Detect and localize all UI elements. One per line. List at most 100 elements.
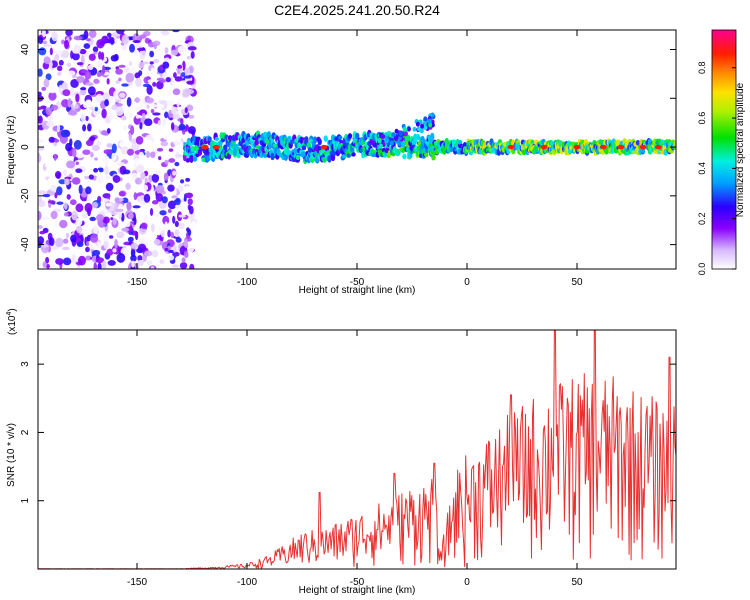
spectrogram-cell [75, 203, 84, 213]
colorbar-tick-label: 0.8 [697, 61, 707, 74]
spectrogram-cell [133, 97, 141, 103]
spectrogram-cell [158, 100, 167, 104]
spectrogram-cell [137, 255, 143, 262]
snr-x-axis: -150 -100 -50 0 50 [127, 330, 583, 588]
spectrogram-cell [111, 66, 115, 72]
spectrogram-cell [162, 215, 170, 225]
spectrogram-cell [71, 177, 81, 185]
spectrogram-cell [123, 125, 127, 131]
spectrogram-cell [76, 75, 85, 83]
spectrogram-cell [149, 207, 154, 216]
spectrogram-cell [38, 142, 42, 147]
spectrogram-cell [54, 192, 58, 199]
spectrogram-cell [130, 254, 137, 262]
spectrogram-cell [105, 182, 114, 192]
spectrogram-cell [111, 104, 118, 111]
spectrogram-cell [86, 241, 90, 247]
spectrogram-cell [50, 210, 58, 220]
spectrogram-peak [599, 144, 607, 150]
spectrogram-cell [140, 172, 146, 180]
spectrogram-cell [146, 104, 150, 109]
spectrogram-cell [92, 201, 99, 209]
spectrogram-cell [185, 185, 189, 193]
spectrogram-cell [129, 113, 134, 118]
spectrogram-cell [38, 196, 42, 203]
spectrogram-cell [160, 229, 166, 238]
spectrogram-cell [76, 62, 84, 66]
spectrogram-cell [62, 246, 70, 251]
spectrogram-cell [175, 237, 182, 243]
spectrogram-cell [155, 212, 160, 218]
spectrogram-cell [422, 120, 427, 126]
spectrogram-cell [38, 210, 42, 221]
spectrogram-cell [139, 122, 143, 130]
spectrogram-cell [126, 97, 132, 107]
spectrogram-cell [162, 61, 170, 69]
spectrogram-cell [97, 262, 102, 269]
spectrogram-cell [106, 248, 114, 256]
spectrogram-cell [86, 197, 91, 202]
spectrogram-cell [91, 144, 100, 152]
spectrogram-cell [184, 107, 188, 114]
spectrogram-cell [151, 200, 159, 205]
spectrogram-cell [97, 59, 104, 68]
spectrogram-cell [151, 223, 155, 233]
spectrogram-cell [163, 172, 169, 181]
spectrogram-cell [402, 153, 407, 160]
spectrogram-cell [95, 114, 104, 119]
y-tick-label: 40 [20, 44, 31, 56]
spectrogram-cell [402, 126, 407, 132]
y-tick-label: 20 [20, 92, 31, 104]
spectrogram-cell [105, 202, 112, 207]
spectrogram-cell [174, 204, 182, 209]
spectrogram-cell [304, 136, 309, 144]
spectrogram-cell [89, 30, 97, 39]
spectrogram-cell [56, 65, 63, 72]
spectrogram-cell [172, 170, 177, 176]
spectrogram-cell [67, 110, 77, 116]
spectrogram-cell [139, 49, 146, 60]
spectrogram-cell [110, 54, 118, 62]
spectrogram-cell [168, 158, 176, 163]
spectrogram-cell [140, 184, 149, 192]
spectrogram-cell [114, 197, 120, 203]
spectrogram-cell [62, 89, 71, 97]
spectrogram-cell [126, 148, 135, 156]
spectrogram-cell [110, 47, 114, 52]
spectrogram-cell [96, 72, 102, 77]
spectrogram-x-label: Height of straight line (km) [299, 285, 416, 296]
spectrogram-cell [160, 141, 169, 147]
spectrogram-cell [150, 266, 155, 269]
spectrogram-cell [187, 46, 197, 51]
spectrogram-cell [66, 160, 76, 169]
spectrogram-cell [183, 75, 192, 79]
spectrogram-cell [100, 51, 105, 61]
spectrogram-cell [42, 261, 47, 269]
spectrogram-cell [183, 250, 189, 259]
spectrogram-cell [83, 43, 91, 49]
colorbar-tick-label: 0.0 [697, 263, 707, 276]
spectrogram-cell [80, 114, 86, 122]
x-tick-label: -50 [350, 277, 365, 288]
spectrogram-cell [155, 185, 165, 194]
spectrogram-cell [56, 124, 61, 133]
spectrogram-cell [88, 245, 96, 250]
spectrogram-cell [164, 247, 169, 252]
spectrogram-cell [166, 101, 175, 107]
spectrogram-cell [171, 195, 178, 199]
spectrogram-cell [85, 246, 90, 253]
spectrogram-cell [85, 255, 92, 261]
spectrogram-cell [167, 254, 175, 261]
spectrogram-cell [146, 97, 154, 104]
spectrogram-cell [109, 95, 114, 101]
spectrogram-cell [71, 75, 78, 79]
spectrogram-cell [207, 136, 212, 142]
spectrogram-cell [423, 152, 429, 158]
spectrogram-cell [74, 103, 79, 109]
spectrogram-cell [420, 123, 425, 129]
spectrogram-cell [47, 115, 54, 121]
spectrogram-cell [126, 201, 132, 211]
spectrogram-cell [150, 104, 158, 108]
spectrogram-cell [181, 72, 186, 77]
spectrogram-cell [272, 143, 278, 148]
